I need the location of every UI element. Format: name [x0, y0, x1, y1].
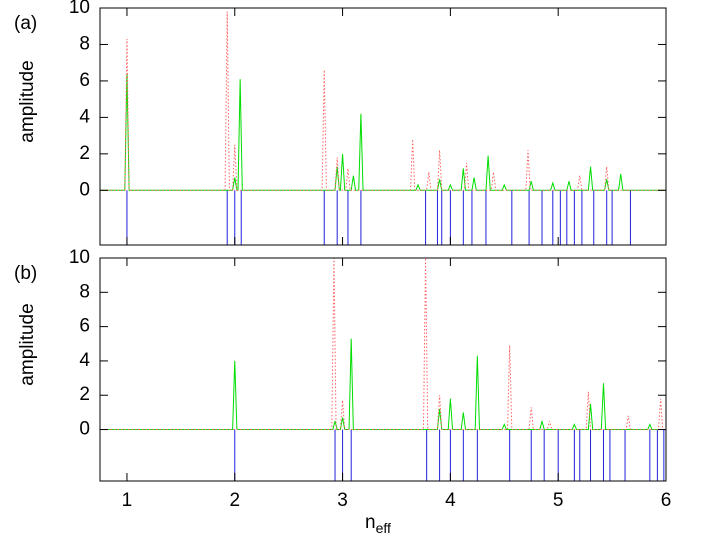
- y-axis-label: amplitude: [17, 60, 38, 142]
- plot-frame: [99, 257, 667, 482]
- y-tick-label: 10: [69, 0, 90, 18]
- panel-label: (a): [14, 13, 37, 34]
- plot-area: [100, 11, 666, 245]
- series-line: [100, 258, 666, 431]
- series-line: [100, 11, 666, 191]
- y-tick-label: 8: [79, 281, 90, 302]
- x-axis-label-sub: eff: [376, 520, 391, 536]
- x-axis-label-base: n: [365, 512, 376, 533]
- x-axis-label: neff: [365, 512, 391, 536]
- series-line: [100, 338, 666, 431]
- panel-label: (b): [14, 263, 37, 284]
- y-tick-label: 0: [79, 419, 90, 440]
- y-axis-label: amplitude: [17, 303, 38, 385]
- plot-frame: [99, 7, 667, 246]
- x-tick-label: 5: [553, 490, 564, 511]
- series-line: [100, 73, 666, 191]
- y-tick-label: 10: [69, 247, 90, 268]
- y-tick-label: 2: [79, 384, 90, 405]
- y-tick-label: 8: [79, 33, 90, 54]
- y-tick-label: 2: [79, 143, 90, 164]
- x-tick-label: 2: [229, 490, 240, 511]
- x-tick-label: 4: [445, 490, 456, 511]
- y-tick-label: 0: [79, 179, 90, 200]
- x-tick-label: 6: [661, 490, 672, 511]
- x-tick-label: 3: [337, 490, 348, 511]
- plot-area: [100, 258, 666, 481]
- y-tick-label: 6: [79, 316, 90, 337]
- y-tick-label: 4: [79, 106, 90, 127]
- x-tick-label: 1: [122, 490, 133, 511]
- y-tick-label: 4: [79, 350, 90, 371]
- y-tick-label: 6: [79, 70, 90, 91]
